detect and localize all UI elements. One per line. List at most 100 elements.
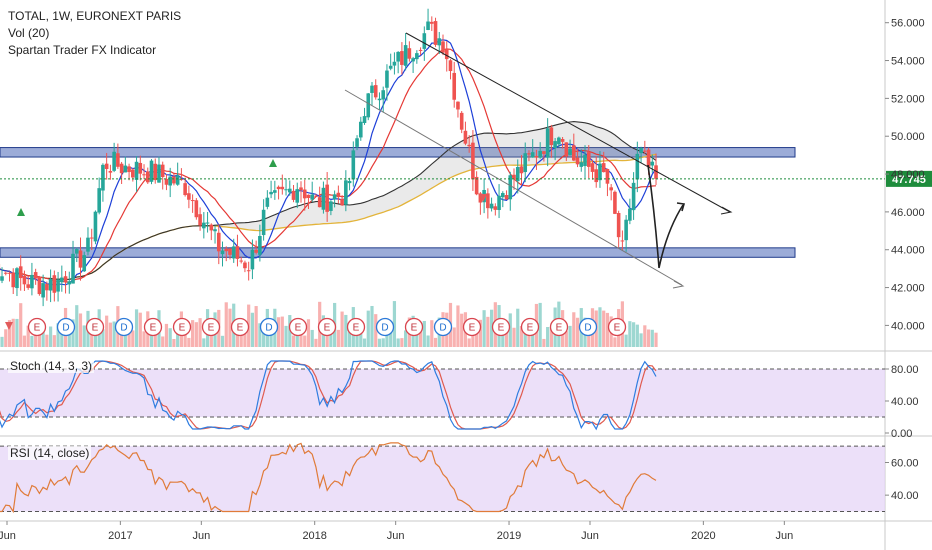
trendline-upper [405,32,731,213]
candle [358,121,363,138]
candle [646,149,651,168]
volume-bar [426,335,430,347]
earnings-badge-icon [346,317,366,337]
stoch-label: Stoch (14, 3, 3) [8,359,95,373]
volume-bar [460,313,464,347]
candle [590,163,595,172]
candle [448,60,453,72]
candle [415,53,419,60]
candle [373,85,378,98]
badge-label: E [150,323,157,334]
volume-bar [418,329,423,347]
volume-bar [45,334,49,347]
candle [463,130,468,144]
volume-bar [523,324,527,347]
rsi-tick-label: 40.00 [891,490,919,502]
volume-bar [310,329,314,347]
candle [512,174,516,179]
candle [351,150,356,180]
volume-bar [624,334,628,347]
candle [280,186,285,190]
volume-bar [355,335,359,347]
candle [112,151,116,171]
volume-bar [168,328,172,347]
candle [579,162,584,167]
candle [145,171,150,183]
candle [396,51,400,62]
candle [0,276,4,281]
candle [295,189,300,203]
volume-bar [291,335,296,347]
badge-label: E [92,323,99,334]
candle [542,151,546,154]
candle [486,193,490,209]
volume-bar [142,331,146,347]
candle [116,153,120,167]
earnings-badge-icon [172,317,192,337]
volume-bar [161,336,165,347]
candle [153,163,158,181]
volume-bar [486,316,490,347]
candle [74,249,79,254]
candle [508,175,513,200]
candle [26,284,30,288]
volume-bar [101,329,105,347]
volume-bar [377,338,382,347]
volume-bar [105,315,109,347]
volume-bar [400,338,404,347]
volume-bar [370,305,374,347]
stoch-tick-label: 80.00 [891,364,919,376]
price-tick-label: 40.000 [891,320,925,332]
volume-bar [650,329,654,347]
volume-bar [430,320,434,347]
candle [11,272,16,288]
candle [123,165,128,173]
badge-label: E [353,323,360,334]
badge-label: E [469,323,476,334]
volume-bar [359,333,363,347]
volume-bar [254,306,258,347]
dividend-badge-icon [578,317,598,337]
volume-bar [191,320,195,347]
earnings-badge-icon [549,317,569,337]
candle [392,61,397,66]
candle [284,189,288,191]
volume-bar [501,330,505,347]
candle [444,49,449,60]
volume-bar [75,305,79,347]
candle [160,164,165,178]
volume-bar [108,322,112,347]
volume-bar [475,326,479,347]
volume-bar [30,335,34,347]
volume-bar [531,327,535,347]
candle [426,21,430,31]
volume-bar [572,312,576,347]
candle [71,253,75,284]
volume-bar [93,329,98,347]
candle [628,208,632,221]
candle [108,171,113,173]
volume-bar [56,323,60,347]
volume-bar [314,338,318,347]
candle [168,176,172,186]
badge-label: D [265,323,272,334]
volume-bar [224,302,228,347]
candle [545,128,550,158]
dividend-badge-icon [375,317,395,337]
rsi-band [0,446,885,512]
candle [467,144,471,147]
candle [41,283,45,298]
volume-bar [381,338,385,347]
volume-bar [605,312,610,347]
badge-label: D [439,323,446,334]
candle [530,152,535,158]
price-tick-label: 42.000 [891,283,925,295]
candle [243,262,247,269]
buy-signal-icon [17,208,25,216]
volume-bar [587,327,591,347]
volume-bar [325,329,329,347]
earnings-badge-icon [201,317,221,337]
dividend-badge-icon [114,317,134,337]
earnings-badge-icon [404,317,424,337]
